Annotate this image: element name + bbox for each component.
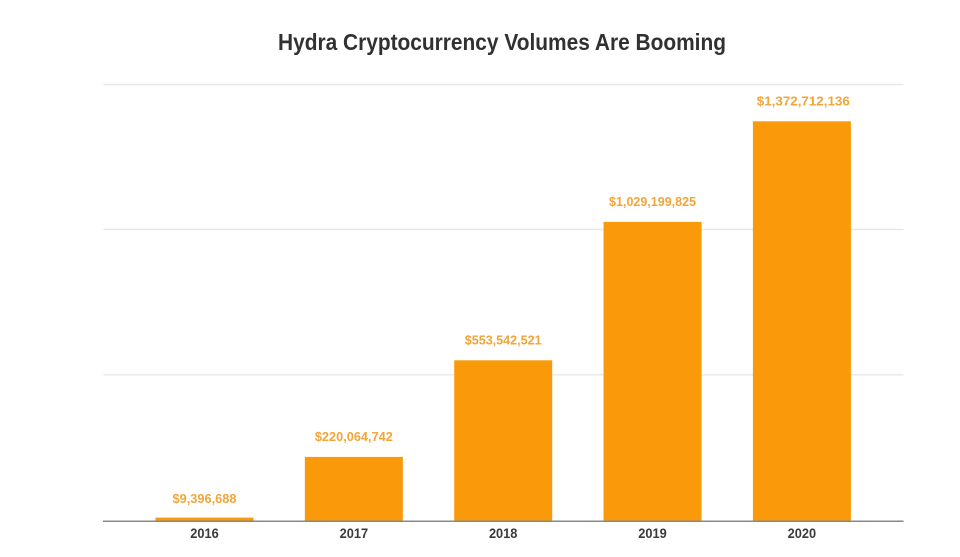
svg-text:2018: 2018 [489, 525, 518, 541]
svg-text:2019: 2019 [638, 525, 667, 541]
svg-text:$220,064,742: $220,064,742 [315, 429, 393, 444]
svg-text:$9,396,688: $9,396,688 [173, 491, 237, 506]
svg-text:$1,372,712,136: $1,372,712,136 [757, 93, 850, 108]
svg-text:$553,542,521: $553,542,521 [465, 332, 542, 347]
svg-text:2016: 2016 [190, 525, 219, 541]
svg-text:$1,029,199,825: $1,029,199,825 [609, 194, 696, 209]
svg-text:2017: 2017 [340, 525, 369, 541]
svg-text:Hydra Cryptocurrency Volumes A: Hydra Cryptocurrency Volumes Are Booming [278, 29, 726, 55]
svg-text:2020: 2020 [788, 525, 817, 541]
